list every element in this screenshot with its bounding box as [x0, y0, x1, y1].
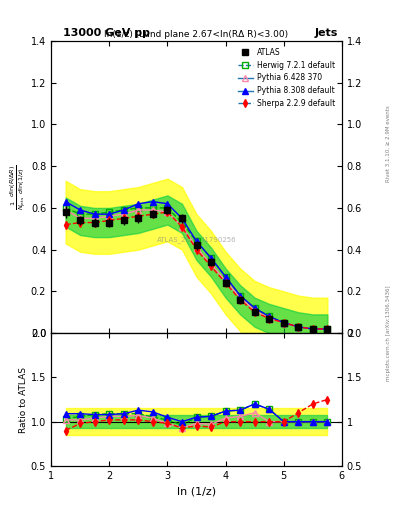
Text: ATLAS_2020_I1790256: ATLAS_2020_I1790256 [157, 236, 236, 243]
Y-axis label: $\frac{1}{N_\mathrm{jets}}\frac{d\ln(R/\Delta R)}{d\ln(1/z)}$: $\frac{1}{N_\mathrm{jets}}\frac{d\ln(R/\… [9, 164, 28, 210]
X-axis label: ln (1/z): ln (1/z) [177, 486, 216, 496]
Text: mcplots.cern.ch [arXiv:1306.3436]: mcplots.cern.ch [arXiv:1306.3436] [386, 285, 391, 380]
Y-axis label: Ratio to ATLAS: Ratio to ATLAS [19, 367, 28, 433]
Legend: ATLAS, Herwig 7.2.1 default, Pythia 6.428 370, Pythia 8.308 default, Sherpa 2.2.: ATLAS, Herwig 7.2.1 default, Pythia 6.42… [235, 45, 338, 111]
Text: 13000 GeV pp: 13000 GeV pp [63, 28, 150, 38]
Title: ln(1/z) (Lund plane 2.67<ln(RΔ R)<3.00): ln(1/z) (Lund plane 2.67<ln(RΔ R)<3.00) [105, 30, 288, 39]
Text: Jets: Jets [315, 28, 338, 38]
Text: Rivet 3.1.10, ≥ 2.9M events: Rivet 3.1.10, ≥ 2.9M events [386, 105, 391, 182]
